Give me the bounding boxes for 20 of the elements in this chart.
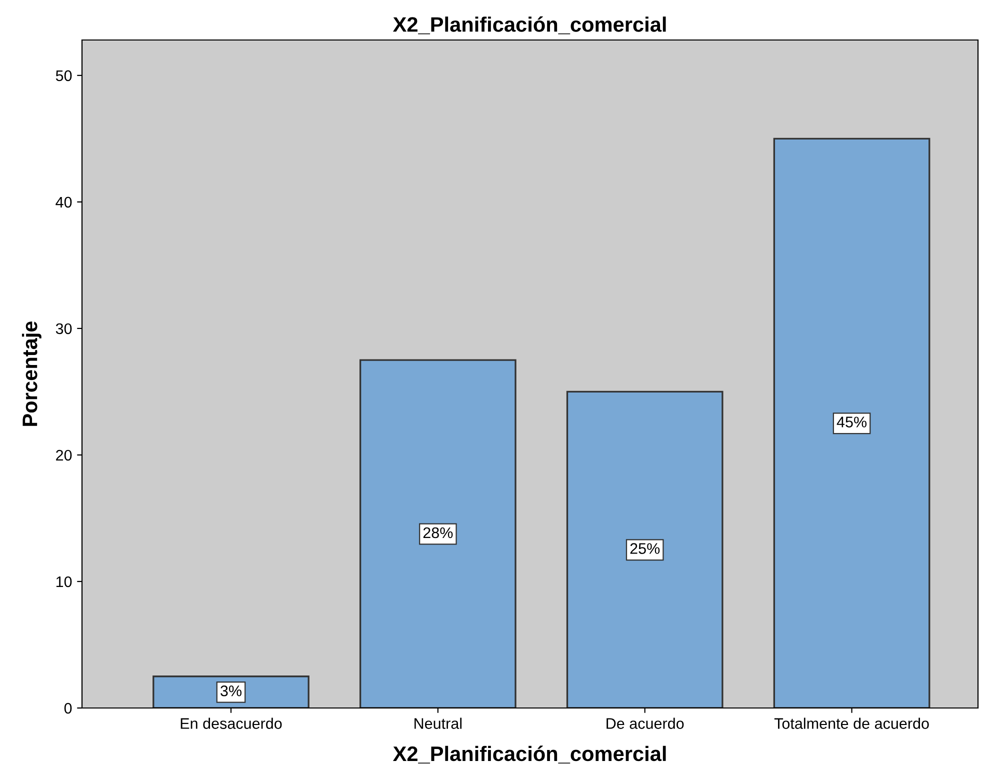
data-label: 28% bbox=[423, 527, 453, 538]
y-tick-label: 20 bbox=[56, 450, 72, 461]
data-label: 3% bbox=[220, 685, 242, 696]
y-tick-label: 30 bbox=[56, 323, 72, 334]
bar bbox=[359, 359, 516, 708]
x-tick-label: De acuerdo bbox=[606, 718, 684, 729]
data-label: 25% bbox=[630, 543, 660, 554]
y-tick-label: 10 bbox=[56, 576, 72, 588]
y-tick-label: 40 bbox=[56, 196, 72, 208]
chart-title: X2_Planificación_comercial bbox=[392, 16, 666, 34]
x-axis-title: X2_Planificación_comercial bbox=[392, 746, 666, 764]
bar bbox=[566, 390, 724, 708]
x-tick-label: En desacuerdo bbox=[180, 718, 282, 729]
y-tick-label: 0 bbox=[64, 702, 72, 714]
data-label: 45% bbox=[836, 416, 867, 428]
y-axis-title: Porcentaje bbox=[22, 321, 42, 426]
bar bbox=[773, 138, 930, 708]
y-tick-label: 50 bbox=[56, 70, 72, 82]
x-tick-label: Totalmente de acuerdo bbox=[774, 718, 929, 729]
x-tick-label: Neutral bbox=[414, 718, 462, 729]
